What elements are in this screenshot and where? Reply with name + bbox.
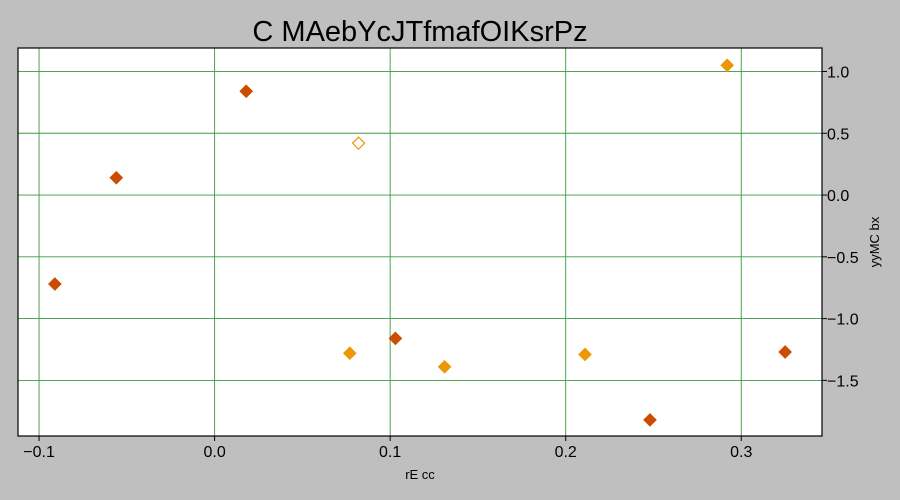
data-point-marker: [643, 413, 657, 427]
plot-area: [18, 48, 822, 436]
x-tick-label: 0.2: [555, 444, 577, 461]
plot-frame: [17, 47, 823, 437]
x-axis-ticks: −0.1 0.0 0.1 0.2 0.3: [23, 436, 752, 461]
x-tick-label: −0.1: [23, 444, 55, 461]
x-tick-label: 0.0: [203, 444, 225, 461]
data-points: [48, 58, 792, 427]
data-point-marker: [778, 345, 792, 359]
y-tick-label: 0.0: [827, 188, 849, 205]
chart-title: C MAebYcJTfmafOIKsrPz: [252, 16, 587, 48]
y-tick-label: −1.5: [827, 373, 859, 390]
y-tick-label: 0.5: [827, 126, 849, 143]
data-point-marker: [720, 58, 735, 73]
x-axis-label: rE cc: [405, 467, 435, 482]
y-tick-label: −1.0: [827, 312, 859, 329]
data-point-marker: [109, 170, 124, 185]
x-tick-label: 0.1: [379, 444, 401, 461]
y-tick-label: −0.5: [827, 250, 859, 267]
data-point-marker: [351, 136, 366, 150]
data-point-marker: [578, 347, 592, 362]
x-tick-label: 0.3: [730, 444, 752, 461]
y-axis-ticks: −1.5 −1.0 −0.5 0.0 0.5 1.0: [822, 64, 859, 390]
data-point-marker: [388, 331, 403, 346]
data-point-marker: [342, 346, 357, 361]
data-point-marker: [239, 84, 254, 99]
y-tick-label: 1.0: [827, 64, 849, 81]
grid-lines: [18, 48, 822, 436]
data-point-marker: [437, 359, 452, 374]
data-point-marker: [48, 277, 62, 291]
y-axis-label: yyMC bx: [867, 216, 882, 267]
